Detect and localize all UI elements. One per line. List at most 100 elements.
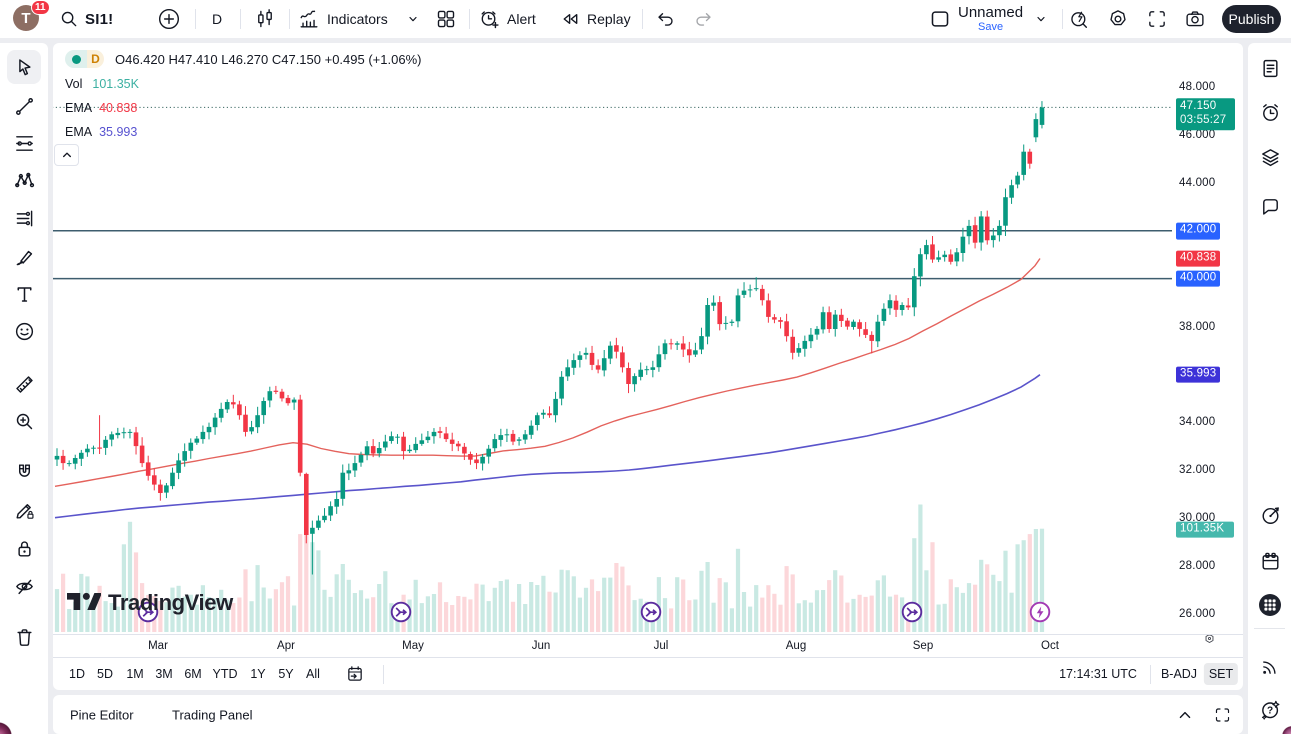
- magnet-mode-button[interactable]: [7, 455, 41, 489]
- chevron-down-icon: [404, 10, 422, 28]
- contract-switch-marker-icon[interactable]: [390, 601, 412, 623]
- range-1m-button[interactable]: 1M: [126, 667, 144, 681]
- ema-fast-legend-row[interactable]: EMA 40.838: [65, 99, 421, 116]
- fullscreen-button[interactable]: [1145, 0, 1169, 38]
- chevron-up-icon: [57, 145, 77, 165]
- toolbar-divider: [1150, 665, 1151, 684]
- range-all-button[interactable]: All: [306, 667, 320, 681]
- price-tick: 34.000: [1179, 416, 1216, 429]
- settlement-marker-icon[interactable]: [1029, 601, 1051, 623]
- publish-button[interactable]: Publish: [1222, 5, 1281, 33]
- price-tick: 48.000: [1179, 81, 1216, 93]
- chart-legend: D O46.420 H47.410 L46.270 C47.150 +0.495…: [65, 50, 421, 140]
- price-chart[interactable]: [53, 43, 1243, 634]
- settings-button[interactable]: [1106, 0, 1130, 38]
- hline-price-badge: 40.000: [1176, 270, 1221, 288]
- sidebar-screener-button[interactable]: [1258, 503, 1282, 527]
- interval-button[interactable]: D: [205, 0, 229, 38]
- ema-slow-legend-row[interactable]: EMA 35.993: [65, 123, 421, 140]
- pine-editor-tab[interactable]: Pine Editor: [70, 707, 134, 722]
- contract-switch-marker-icon[interactable]: [901, 601, 923, 623]
- quick-search-button[interactable]: [1067, 0, 1091, 38]
- legend-collapse-button[interactable]: [54, 144, 79, 166]
- eye-hide-icon: [15, 579, 33, 594]
- volume-legend-row[interactable]: Vol 101.35K: [65, 75, 421, 92]
- candles-icon: [254, 8, 276, 30]
- indicators-button[interactable]: Indicators: [298, 0, 388, 38]
- chart-pane[interactable]: D O46.420 H47.410 L46.270 C47.150 +0.495…: [53, 43, 1243, 690]
- price-axis-settings-button[interactable]: [1201, 630, 1218, 647]
- time-axis[interactable]: Mar Apr May Jun Jul Aug Sep Oct: [53, 634, 1243, 657]
- panel-collapse-button[interactable]: [1175, 705, 1195, 725]
- contract-switch-marker-icon[interactable]: [137, 601, 159, 623]
- sidebar-alerts-button[interactable]: [1258, 100, 1282, 124]
- undo-button[interactable]: [654, 0, 678, 38]
- zoom-in-tool-button[interactable]: [7, 404, 41, 438]
- month-tick: Oct: [1041, 640, 1059, 652]
- trend-line-tool-button[interactable]: [7, 89, 41, 123]
- cursor-tool-button[interactable]: [7, 50, 41, 84]
- measure-tool-button[interactable]: [7, 367, 41, 401]
- clock-utc[interactable]: 17:14:31 UTC: [1059, 667, 1137, 681]
- indicators-label: Indicators: [327, 11, 388, 27]
- candles: [54, 101, 1045, 575]
- symbol-marker-pill[interactable]: D: [65, 50, 104, 68]
- alert-button[interactable]: Alert: [478, 0, 536, 38]
- adj-toggle[interactable]: B-ADJ: [1160, 667, 1198, 681]
- trading-panel-tab[interactable]: Trading Panel: [172, 707, 253, 722]
- symbol-search-button[interactable]: SI1!: [58, 0, 113, 38]
- pattern-tool-button[interactable]: [7, 163, 41, 197]
- layout-icon-button[interactable]: [928, 0, 952, 38]
- sidebar-help-button[interactable]: ?: [1258, 697, 1282, 721]
- grid-layout-button[interactable]: [433, 0, 459, 38]
- panel-maximize-button[interactable]: [1213, 705, 1232, 724]
- redo-button[interactable]: [691, 0, 715, 38]
- hide-all-drawings-button[interactable]: [7, 569, 41, 603]
- last-price-value: 47.150: [1180, 100, 1217, 113]
- range-1y-button[interactable]: 1Y: [250, 667, 266, 681]
- range-6m-button[interactable]: 6M: [184, 667, 202, 681]
- emoji-tool-button[interactable]: [7, 314, 41, 348]
- grid-layout-icon: [435, 8, 457, 30]
- sidebar-calendar-button[interactable]: [1258, 549, 1282, 573]
- volume-bars: [54, 504, 1045, 633]
- range-3m-button[interactable]: 3M: [155, 667, 173, 681]
- plus-circle-icon: [156, 6, 182, 32]
- contract-switch-marker-icon[interactable]: [640, 601, 662, 623]
- range-5d-button[interactable]: 5D: [97, 667, 113, 681]
- sidebar-watchlist-button[interactable]: [1258, 56, 1282, 80]
- lock-all-drawings-button[interactable]: [7, 531, 41, 565]
- sidebar-streams-button[interactable]: [1258, 654, 1282, 678]
- save-layout-link[interactable]: Save: [977, 21, 1004, 33]
- notification-badge: 11: [31, 0, 50, 15]
- desktop-corner-bottom-right: [1280, 724, 1291, 734]
- ema-slow-line: [54, 374, 1041, 519]
- replay-button[interactable]: Replay: [559, 0, 631, 38]
- text-tool-button[interactable]: [7, 277, 41, 311]
- range-5y-button[interactable]: 5Y: [278, 667, 294, 681]
- layout-name-block[interactable]: Unnamed Save: [958, 0, 1023, 38]
- prediction-tool-button[interactable]: [7, 201, 41, 235]
- stay-in-drawing-mode-button[interactable]: [7, 493, 41, 527]
- remove-objects-button[interactable]: [7, 620, 41, 654]
- indicators-templates-arrow[interactable]: [403, 0, 423, 38]
- brush-tool-button[interactable]: [7, 240, 41, 274]
- goto-date-button[interactable]: [340, 660, 370, 688]
- volume-badge: 101.35K: [1176, 521, 1234, 538]
- text-tool-icon: [17, 286, 31, 302]
- range-1d-button[interactable]: 1D: [69, 667, 85, 681]
- hline-price-badge: 42.000: [1176, 222, 1221, 240]
- layout-menu-arrow[interactable]: [1031, 0, 1051, 38]
- session-toggle[interactable]: SET: [1203, 663, 1239, 685]
- snapshot-button[interactable]: [1183, 0, 1207, 38]
- sidebar-object-tree-button[interactable]: [1258, 145, 1282, 169]
- sidebar-chat-button[interactable]: [1258, 194, 1282, 218]
- chart-style-button[interactable]: [252, 0, 278, 38]
- fib-retracement-tool-button[interactable]: [7, 126, 41, 160]
- compare-add-button[interactable]: [156, 0, 182, 38]
- price-axis[interactable]: 48.000 46.000 44.000 38.000 34.000 32.000 30.0…: [1170, 43, 1243, 643]
- sidebar-apps-button[interactable]: [1258, 593, 1282, 617]
- zoom-in-icon: [16, 413, 32, 429]
- month-tick: May: [402, 640, 424, 652]
- range-ytd-button[interactable]: YTD: [212, 667, 238, 681]
